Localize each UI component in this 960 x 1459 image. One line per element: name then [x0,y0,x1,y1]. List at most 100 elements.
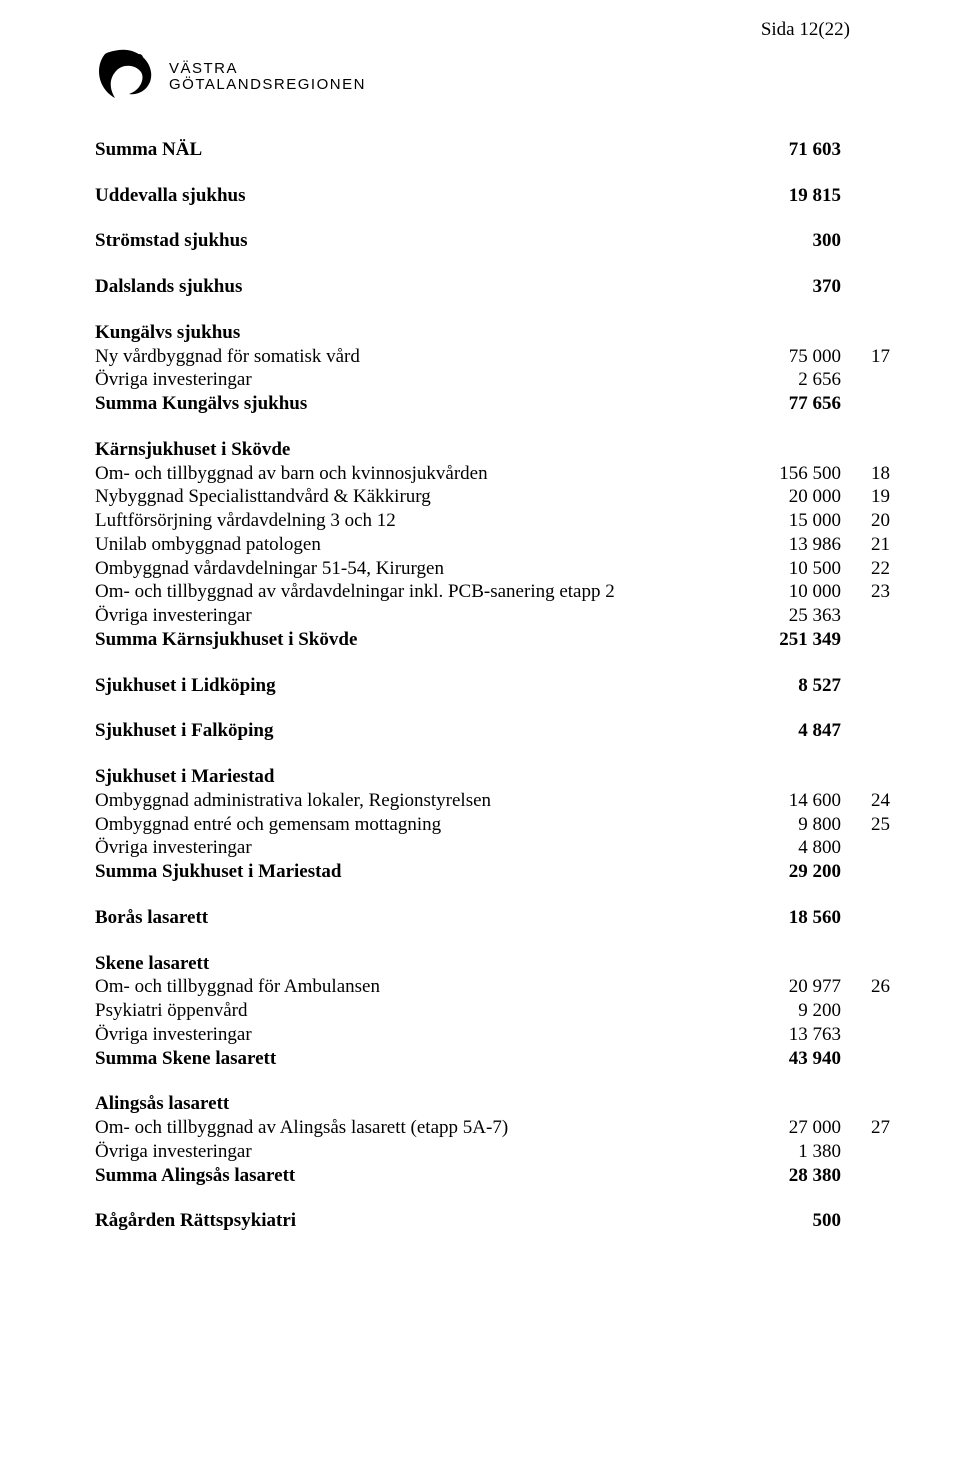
table-row: Uddevalla sjukhus19 815 [95,184,890,208]
row-label: Övriga investeringar [95,1140,731,1164]
table-row: Alingsås lasarett [95,1092,890,1116]
table-row: Summa Kärnsjukhuset i Skövde251 349 [95,628,890,652]
row-value-1: 156 500 [731,462,845,486]
row-value-1: 18 560 [731,906,845,930]
row-label: Nybyggnad Specialisttandvård & Käkkirurg [95,485,731,509]
row-value-1: 4 800 [731,836,845,860]
row-label: Övriga investeringar [95,836,731,860]
row-value-1: 300 [731,229,845,253]
row-value-2 [845,229,890,253]
table-row: Om- och tillbyggnad av barn och kvinnosj… [95,462,890,486]
table-row: Sjukhuset i Falköping4 847 [95,719,890,743]
row-value-1: 9 200 [731,999,845,1023]
row-value-1 [731,1092,845,1116]
row-value-1: 20 000 [731,485,845,509]
row-label: Ny vårdbyggnad för somatisk vård [95,345,731,369]
logo-line1: VÄSTRA [169,61,366,77]
row-label: Kärnsjukhuset i Skövde [95,438,731,462]
row-label: Summa Sjukhuset i Mariestad [95,860,731,884]
page: Sida 12(22) VÄSTRA GÖTALANDSREGIONEN Sum… [0,0,960,1273]
table-row: Borås lasarett18 560 [95,906,890,930]
row-label: Övriga investeringar [95,368,731,392]
row-label: Unilab ombyggnad patologen [95,533,731,557]
row-value-1: 13 763 [731,1023,845,1047]
row-value-2 [845,275,890,299]
table-row: Rågården Rättspsykiatri500 [95,1209,890,1233]
table-row: Kärnsjukhuset i Skövde [95,438,890,462]
table-row: Summa Kungälvs sjukhus77 656 [95,392,890,416]
row-value-1: 370 [731,275,845,299]
table-row: Övriga investeringar13 763 [95,1023,890,1047]
spacer [95,1070,890,1092]
row-value-1: 2 656 [731,368,845,392]
table-row: Ny vårdbyggnad för somatisk vård75 00017 [95,345,890,369]
row-label: Om- och tillbyggnad av vårdavdelningar i… [95,580,731,604]
row-label: Övriga investeringar [95,604,731,628]
row-value-2 [845,1047,890,1071]
spacer [95,884,890,906]
row-value-2: 21 [845,533,890,557]
table-row: Ombyggnad vårdavdelningar 51-54, Kirurge… [95,557,890,581]
row-value-1: 1 380 [731,1140,845,1164]
row-label: Övriga investeringar [95,1023,731,1047]
row-value-2: 20 [845,509,890,533]
row-label: Skene lasarett [95,952,731,976]
row-label: Summa Alingsås lasarett [95,1164,731,1188]
row-value-2 [845,719,890,743]
table-row: Övriga investeringar1 380 [95,1140,890,1164]
row-value-1: 77 656 [731,392,845,416]
table-row: Summa Alingsås lasarett28 380 [95,1164,890,1188]
spacer [95,930,890,952]
row-value-2 [845,836,890,860]
row-value-2 [845,392,890,416]
table-row: Om- och tillbyggnad av vårdavdelningar i… [95,580,890,604]
row-value-1: 71 603 [731,138,845,162]
table-row: Övriga investeringar2 656 [95,368,890,392]
table-row: Ombyggnad entré och gemensam mottagning9… [95,813,890,837]
row-value-2 [845,138,890,162]
row-label: Ombyggnad administrativa lokaler, Region… [95,789,731,813]
row-value-2: 19 [845,485,890,509]
spacer [95,253,890,275]
row-label: Om- och tillbyggnad av Alingsås lasarett… [95,1116,731,1140]
table-row: Sjukhuset i Lidköping8 527 [95,674,890,698]
table-row: Ombyggnad administrativa lokaler, Region… [95,789,890,813]
row-value-1 [731,438,845,462]
row-value-2 [845,368,890,392]
table-row: Summa Skene lasarett43 940 [95,1047,890,1071]
row-value-1 [731,765,845,789]
row-label: Summa Kungälvs sjukhus [95,392,731,416]
row-label: Borås lasarett [95,906,731,930]
row-label: Psykiatri öppenvård [95,999,731,1023]
row-label: Summa NÄL [95,138,731,162]
row-value-2: 22 [845,557,890,581]
row-value-2 [845,1092,890,1116]
logo-icon [95,48,157,106]
table-row: Övriga investeringar4 800 [95,836,890,860]
row-value-2: 25 [845,813,890,837]
row-value-2 [845,321,890,345]
header: VÄSTRA GÖTALANDSREGIONEN [95,48,890,106]
table-row: Om- och tillbyggnad för Ambulansen20 977… [95,975,890,999]
table-row: Dalslands sjukhus370 [95,275,890,299]
row-label: Dalslands sjukhus [95,275,731,299]
table-row: Sjukhuset i Mariestad [95,765,890,789]
row-label: Strömstad sjukhus [95,229,731,253]
row-value-2 [845,906,890,930]
row-label: Ombyggnad vårdavdelningar 51-54, Kirurge… [95,557,731,581]
row-value-1: 500 [731,1209,845,1233]
spacer [95,652,890,674]
row-value-2: 17 [845,345,890,369]
row-value-1: 9 800 [731,813,845,837]
row-value-2 [845,674,890,698]
row-value-2 [845,628,890,652]
row-value-1: 10 000 [731,580,845,604]
table-row: Summa NÄL71 603 [95,138,890,162]
row-label: Om- och tillbyggnad för Ambulansen [95,975,731,999]
row-value-2 [845,1140,890,1164]
row-value-1: 19 815 [731,184,845,208]
row-value-2 [845,1023,890,1047]
row-label: Rågården Rättspsykiatri [95,1209,731,1233]
row-label: Luftförsörjning vårdavdelning 3 och 12 [95,509,731,533]
row-value-2 [845,765,890,789]
